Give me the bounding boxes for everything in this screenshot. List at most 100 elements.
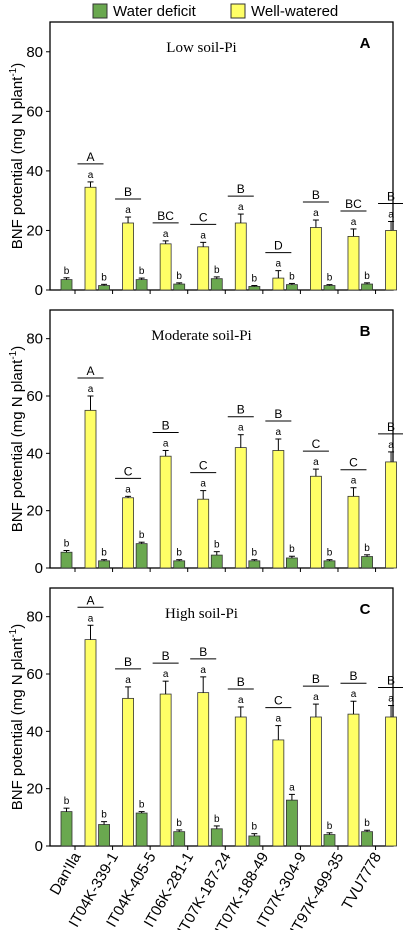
significance-letter: b — [139, 530, 145, 541]
group-letter: C — [312, 437, 321, 451]
bar-water-deficit — [135, 279, 148, 291]
group-letter: B — [387, 420, 395, 434]
significance-letter: b — [327, 821, 333, 832]
y-tick-label: 20 — [26, 503, 43, 520]
bar-well-watered — [347, 713, 360, 847]
y-tick-label: 80 — [26, 44, 43, 61]
bar-water-deficit — [323, 560, 336, 569]
bar-well-watered — [84, 409, 97, 569]
bar-water-deficit — [361, 283, 373, 291]
significance-letter: a — [125, 205, 131, 216]
group-letter: C — [199, 459, 208, 473]
group-letter: B — [387, 674, 395, 688]
legend-swatch-well-watered — [230, 3, 246, 19]
bar-well-watered — [385, 461, 397, 569]
panel-letter: C — [360, 601, 371, 618]
panel-title: Low soil-Pi — [166, 40, 236, 56]
significance-letter: a — [238, 423, 244, 434]
significance-letter: a — [388, 440, 394, 451]
significance-letter: b — [214, 814, 220, 825]
bar-water-deficit — [60, 551, 73, 569]
significance-letter: a — [388, 210, 394, 221]
bar-well-watered — [84, 639, 97, 847]
bar-well-watered — [310, 227, 322, 291]
panel-letter: B — [360, 323, 371, 340]
significance-letter: b — [101, 548, 107, 559]
bar-water-deficit — [98, 560, 110, 569]
group-letter: B — [199, 645, 207, 659]
bar-well-watered — [197, 498, 210, 569]
bar-well-watered — [197, 246, 210, 291]
legend-label-well-watered: Well-watered — [251, 3, 338, 20]
significance-letter: a — [289, 782, 295, 793]
significance-letter: a — [88, 613, 94, 624]
significance-letter: a — [88, 384, 94, 395]
group-letter: B — [162, 418, 170, 432]
y-tick-label: 60 — [26, 388, 43, 405]
bar-well-watered — [272, 739, 285, 847]
bar-water-deficit — [286, 557, 298, 569]
bar-water-deficit — [98, 285, 110, 291]
group-letter: C — [199, 210, 208, 224]
significance-letter: b — [364, 818, 370, 829]
bar-water-deficit — [60, 811, 73, 847]
category-label: Dan'Ila — [47, 849, 85, 898]
bar-water-deficit — [135, 812, 148, 847]
significance-letter: b — [64, 796, 70, 807]
y-tick-label: 60 — [26, 666, 43, 683]
bar-well-watered — [272, 450, 285, 569]
group-letter: B — [312, 188, 320, 202]
group-letter: B — [237, 182, 245, 196]
significance-letter: a — [351, 689, 357, 700]
group-letter: B — [162, 649, 170, 663]
y-tick-label: 80 — [26, 331, 43, 348]
panel-A: 0 20 40 60 80 Low soil-Pi A BNF potential (mg N… — [8, 21, 403, 299]
significance-letter: b — [252, 274, 258, 285]
significance-letter: b — [64, 266, 70, 277]
group-letter: B — [124, 655, 132, 669]
panel-B: 0 20 40 60 80 Moderate soil-Pi B BNF potential … — [8, 309, 403, 577]
group-letter: BC — [345, 197, 362, 211]
bar-water-deficit — [210, 828, 223, 847]
bar-well-watered — [272, 277, 285, 291]
bar-well-watered — [385, 230, 397, 291]
panel-letter: A — [360, 35, 371, 52]
significance-letter: a — [276, 714, 282, 725]
bar-well-watered — [122, 222, 134, 291]
significance-letter: b — [176, 271, 182, 282]
significance-letter: a — [200, 230, 206, 241]
significance-letter: a — [388, 694, 394, 705]
panel-frame — [49, 21, 394, 291]
significance-letter: b — [101, 272, 107, 283]
significance-letter: b — [64, 539, 70, 550]
bar-water-deficit — [60, 279, 73, 291]
bar-well-watered — [159, 455, 172, 569]
panel-title: High soil-Pi — [165, 606, 238, 622]
bar-water-deficit — [248, 286, 261, 291]
significance-letter: a — [200, 665, 206, 676]
bar-well-watered — [159, 243, 172, 291]
bar-well-watered — [347, 235, 360, 291]
y-tick-label: 20 — [26, 222, 43, 239]
y-tick-label: 80 — [26, 609, 43, 626]
panel-frame — [49, 309, 394, 569]
significance-letter: a — [276, 427, 282, 438]
significance-letter: b — [364, 543, 370, 554]
group-letter: B — [237, 675, 245, 689]
bar-well-watered — [197, 692, 210, 847]
significance-letter: a — [125, 675, 131, 686]
bar-water-deficit — [248, 560, 261, 569]
y-tick-label: 40 — [26, 445, 43, 462]
significance-letter: b — [364, 271, 370, 282]
bar-well-watered — [84, 186, 97, 291]
significance-letter: b — [289, 544, 295, 555]
bar-well-watered — [347, 495, 360, 569]
bar-water-deficit — [361, 556, 373, 569]
bar-well-watered — [310, 475, 322, 569]
significance-letter: a — [88, 170, 94, 181]
bar-water-deficit — [286, 284, 298, 291]
y-axis-label: BNF potential (mg N plant-1) — [8, 346, 26, 532]
y-axis-label: BNF potential (mg N plant-1) — [8, 624, 26, 810]
bar-water-deficit — [135, 543, 148, 569]
bar-well-watered — [385, 716, 397, 847]
